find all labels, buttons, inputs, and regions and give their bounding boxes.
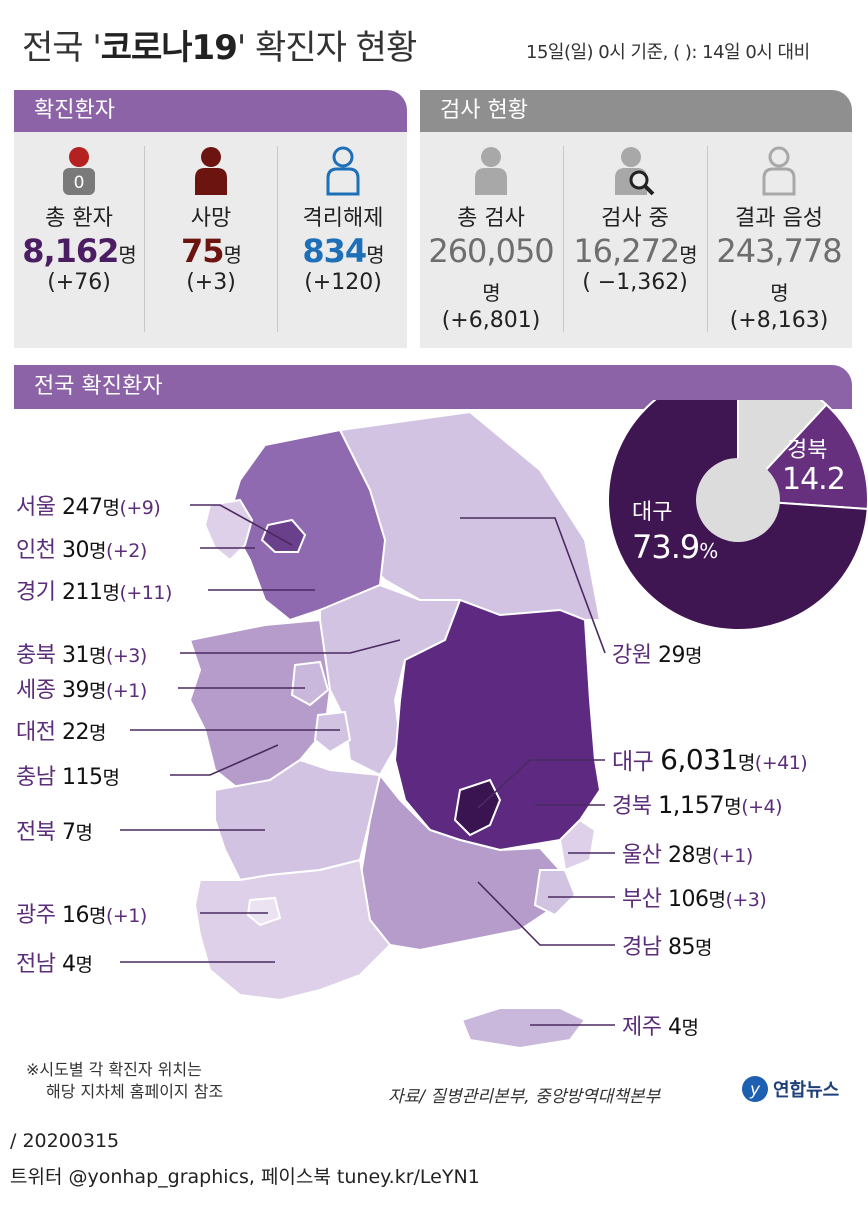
region-jeju	[460, 1007, 587, 1050]
stat-label: 사망	[190, 206, 232, 231]
source-note: 자료/ 질병관리본부, 중앙방역대책본부	[388, 1087, 661, 1107]
region-daegu	[453, 778, 502, 837]
region-label-gangwon: 강원 29명	[612, 643, 702, 668]
svg-text:y: y	[749, 1080, 761, 1100]
stat-testing: 검사 중 16,272명 ( −1,362)	[570, 146, 700, 295]
note-line-1: ※시도별 각 확진자 위치는	[26, 1060, 202, 1079]
stat-value: 834명	[302, 232, 384, 270]
stat-total-tests: 총 검사 260,050명 (+6,801)	[426, 146, 556, 333]
title-highlight: 코로나19	[100, 28, 238, 68]
divider	[144, 146, 145, 332]
region-daejeon	[313, 710, 352, 754]
region-label-chungbuk: 충북 31명(+3)	[16, 643, 147, 668]
patient-icon: 0	[63, 147, 95, 195]
title-prefix: 전국 '	[22, 28, 102, 68]
region-label-gwangju: 광주 16명(+1)	[16, 903, 147, 928]
region-label-chungnam: 충남 115명	[16, 765, 120, 790]
region-label-gyeongnam: 경남 85명	[622, 935, 712, 960]
stat-label: 검사 중	[601, 206, 669, 231]
page-subtitle: 15일(일) 0시 기준, ( ): 14일 0시 대비	[526, 42, 810, 63]
page-title: 전국 '코로나19' 확진자 현황	[22, 20, 417, 69]
region-label-busan: 부산 106명(+3)	[622, 887, 767, 912]
stat-change: ( −1,362)	[582, 270, 688, 295]
region-label-jeju: 제주 4명	[622, 1015, 699, 1040]
region-label-daegu: 대구 6,031명(+41)	[612, 743, 808, 776]
confirmed-panel-body: 0 총 환자 8,162명 (+76) 사망 75명 (+3) 격리해제 834…	[14, 132, 407, 348]
region-seoul	[260, 518, 307, 553]
confirmed-panel: 확진환자 0 총 환자 8,162명 (+76) 사망 75명 (+3)	[14, 90, 407, 348]
donut-chart	[607, 400, 868, 631]
region-label-incheon: 인천 30명(+2)	[16, 538, 147, 563]
stat-label: 결과 음성	[735, 206, 823, 231]
stat-value: 260,050명	[428, 232, 554, 305]
region-label-jeonnam: 전남 4명	[16, 952, 93, 977]
divider	[707, 146, 708, 332]
donut-daegu-label: 대구	[632, 500, 673, 525]
stat-change: (+3)	[186, 270, 236, 295]
tested-person-icon	[475, 147, 507, 195]
stat-deaths: 사망 75명 (+3)	[146, 146, 276, 295]
stat-value: 75명	[181, 232, 242, 270]
confirmed-panel-header: 확진환자	[14, 90, 407, 132]
test-panel-body: 총 검사 260,050명 (+6,801) 검사 중 16,272명 ( −1…	[420, 132, 852, 348]
region-label-gyeonggi: 경기 211명(+11)	[16, 580, 172, 605]
divider	[277, 146, 278, 332]
stat-label: 격리해제	[302, 206, 384, 231]
region-label-ulsan: 울산 28명(+1)	[622, 843, 753, 868]
stat-negative: 결과 음성 243,778명 (+8,163)	[714, 146, 844, 333]
stat-value: 8,162명	[22, 232, 137, 270]
region-busan	[533, 869, 577, 917]
leader-lines	[120, 504, 615, 1026]
region-incheon	[203, 498, 254, 562]
korea-map	[120, 400, 868, 1050]
stat-change: (+120)	[304, 270, 382, 295]
svg-text:0: 0	[74, 173, 85, 193]
title-suffix: ' 확진자 현황	[236, 28, 417, 68]
region-label-sejong: 세종 39명(+1)	[16, 678, 147, 703]
stat-value: 243,778명	[716, 232, 842, 305]
footer-date: / 20200315	[10, 1130, 120, 1152]
donut-gyeongbuk-value: 14.2	[782, 462, 846, 497]
yonhap-logo-icon: y	[742, 1076, 768, 1102]
note-line-2: 해당 지차체 홈페이지 참조	[46, 1082, 224, 1101]
divider	[563, 146, 564, 332]
donut-daegu-value: 73.9%	[632, 528, 718, 566]
region-jeonnam	[193, 858, 392, 1002]
donut-hole	[696, 458, 780, 542]
stat-total-patients: 0 총 환자 8,162명 (+76)	[14, 146, 144, 295]
stat-released: 격리해제 834명 (+120)	[278, 146, 408, 295]
region-sejong	[290, 660, 330, 707]
stat-change: (+8,163)	[729, 308, 829, 333]
stat-change: (+6,801)	[441, 308, 541, 333]
death-person-icon	[195, 147, 227, 195]
region-label-gyeongbuk: 경북 1,157명(+4)	[612, 791, 783, 819]
region-ulsan	[558, 818, 597, 872]
released-person-icon	[326, 146, 360, 196]
test-panel-header: 검사 현황	[420, 90, 852, 132]
stat-label: 총 환자	[45, 206, 113, 231]
region-label-jeonbuk: 전북 7명	[16, 820, 93, 845]
region-label-seoul: 서울 247명(+9)	[16, 495, 161, 520]
region-label-daejeon: 대전 22명	[16, 720, 106, 745]
stat-label: 총 검사	[457, 206, 525, 231]
stat-change: (+76)	[47, 270, 111, 295]
yonhap-logo: y 연합뉴스	[740, 1074, 839, 1104]
footer-social: 트위터 @yonhap_graphics, 페이스북 tuney.kr/LeYN…	[10, 1166, 480, 1188]
testing-magnifier-icon	[615, 147, 655, 196]
test-panel: 검사 현황 총 검사 260,050명 (+6,801) 검사 중 16,272…	[420, 90, 852, 348]
region-gyeongbuk	[393, 598, 602, 852]
stat-value: 16,272명	[573, 232, 697, 270]
negative-person-icon	[762, 146, 796, 196]
donut-gyeongbuk-label: 경북	[787, 438, 828, 463]
